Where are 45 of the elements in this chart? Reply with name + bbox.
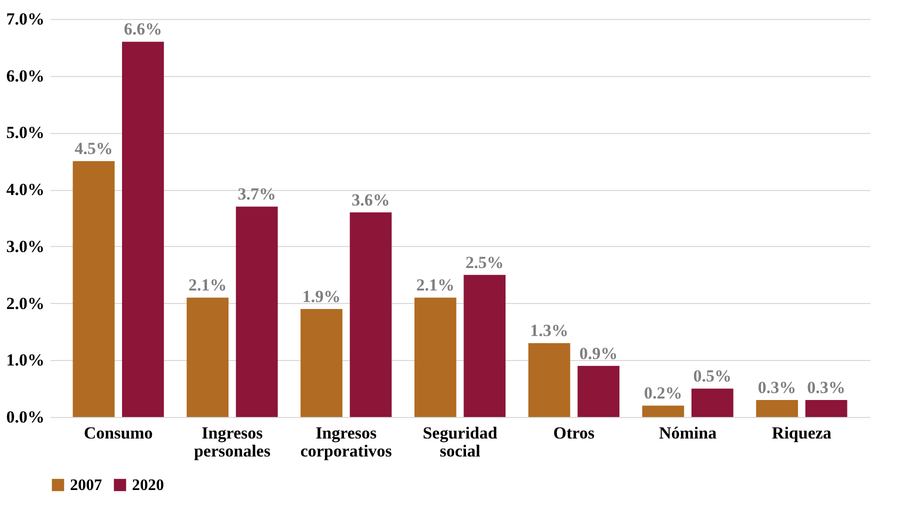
y-tick-label: 4.0% <box>6 180 44 200</box>
x-tick-label: Ingresos corporativos <box>300 424 392 460</box>
data-label: 3.6% <box>352 190 390 210</box>
legend-label: 2020 <box>132 477 164 494</box>
bar <box>805 400 848 417</box>
y-tick-label: 0.0% <box>6 408 44 426</box>
data-label: 0.9% <box>579 344 618 363</box>
y-tick-label: 2.0% <box>6 294 44 313</box>
bar <box>300 308 342 417</box>
data-label: 6.6% <box>124 20 162 39</box>
x-tick-label: Riqueza <box>772 424 832 442</box>
data-label: 2.1% <box>416 276 454 295</box>
data-label: 2.1% <box>188 276 227 295</box>
bar <box>464 274 506 417</box>
y-tick-label: 3.0% <box>6 236 44 256</box>
bar <box>691 388 734 417</box>
x-tick-label: Otros <box>553 424 595 442</box>
y-tick-label: 1.0% <box>6 350 44 370</box>
bar <box>528 343 570 417</box>
y-tick-label: 7.0% <box>6 10 44 28</box>
bar <box>186 298 229 417</box>
bar <box>72 161 115 417</box>
data-label: 0.5% <box>693 366 732 386</box>
data-label: 2.5% <box>466 252 504 272</box>
data-label: 0.3% <box>758 378 796 397</box>
bar <box>350 212 392 417</box>
bar <box>578 366 620 417</box>
data-label: 1.9% <box>302 286 341 306</box>
x-tick-label: Consumo <box>84 424 153 442</box>
data-label: 0.3% <box>807 378 846 397</box>
data-label: 3.7% <box>238 184 276 204</box>
data-label: 1.3% <box>530 321 568 340</box>
bar <box>642 406 684 417</box>
bar <box>414 298 456 417</box>
x-tick-label: Seguridad social <box>422 424 498 460</box>
y-tick-label: 5.0% <box>6 123 44 142</box>
x-tick-label: Nómina <box>658 424 718 442</box>
x-tick-label: Ingresos personales <box>194 424 271 460</box>
y-tick-label: 6.0% <box>6 66 44 86</box>
data-label: 0.2% <box>644 384 682 403</box>
bar <box>122 42 164 417</box>
bar <box>756 400 798 417</box>
data-label: 4.5% <box>74 139 113 158</box>
legend-label: 2007 <box>70 477 102 494</box>
bar <box>236 206 278 417</box>
